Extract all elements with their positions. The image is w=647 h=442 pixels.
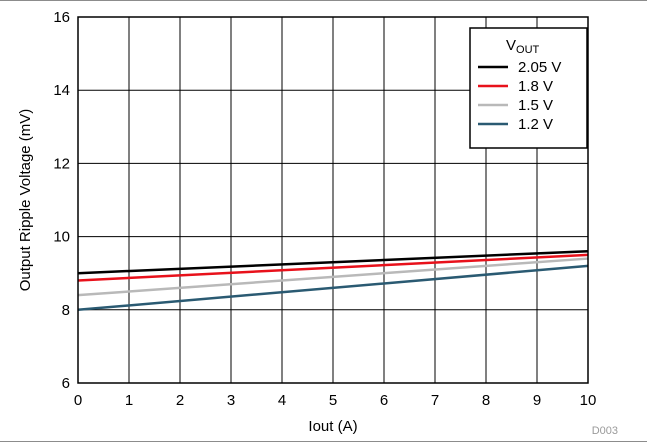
legend: VOUT 2.05 V 1.8 V 1.5 V 1.2 V [469,27,588,149]
legend-title-subscript: OUT [516,44,540,56]
y-tick-label-4: 14 [53,82,70,99]
x-tick-label-4: 4 [278,392,286,409]
legend-items: 2.05 V 1.8 V 1.5 V 1.2 V [478,59,561,133]
x-tick-label-5: 5 [329,392,337,409]
x-tick-label-0: 0 [74,392,82,409]
series-line-1-8-v [77,253,589,282]
x-tick-label-10: 10 [580,392,597,409]
legend-label-2-05-v: 2.05 V [518,59,561,76]
legend-label-1-2-v: 1.2 V [518,116,553,133]
x-tick-label-1: 1 [125,392,133,409]
plot-frame [77,16,589,384]
y-axis-title: Output Ripple Voltage (mV) [17,109,34,292]
series-line-1-2-v [77,264,589,312]
series-lines [77,249,589,312]
y-tick-label-5: 16 [53,9,70,26]
series-line-2-05-v [77,249,589,275]
legend-title-main: V [506,37,516,54]
y-tick-label-3: 12 [53,155,70,172]
y-tick-label-1: 8 [62,302,70,319]
x-tick-labels: 0 1 2 3 4 5 6 7 8 9 10 [74,392,597,409]
legend-box [469,27,588,149]
x-tick-label-9: 9 [533,392,541,409]
x-tick-label-7: 7 [431,392,439,409]
y-tick-label-2: 10 [53,229,70,246]
legend-label-1-5-v: 1.5 V [518,97,553,114]
top-rule [0,0,647,1]
y-tick-label-0: 6 [62,375,70,392]
x-tick-label-2: 2 [176,392,184,409]
legend-title: VOUT [506,37,540,56]
figure-id: D003 [592,425,618,437]
x-tick-label-3: 3 [227,392,235,409]
x-tick-label-6: 6 [380,392,388,409]
legend-label-1-8-v: 1.8 V [518,78,553,95]
x-axis-title: Iout (A) [308,418,357,435]
series-line-1-5-v [77,257,589,297]
x-tick-label-8: 8 [482,392,490,409]
y-tick-labels: 6 8 10 12 14 16 [53,9,70,392]
